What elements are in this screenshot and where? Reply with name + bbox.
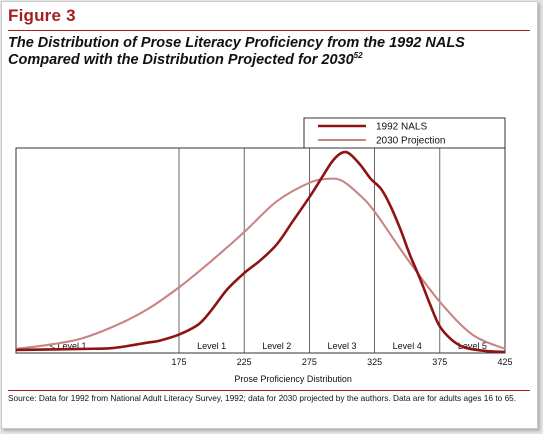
level-label-layer: < Level 1 Level 1 Level 2 Level 3 Level 4 Lev… [50, 341, 487, 351]
figure-label-rule [8, 30, 530, 31]
title-footnote-ref: 52 [353, 51, 363, 61]
x-tick-label: 225 [237, 357, 252, 367]
x-axis-label: Prose Proficiency Distribution [234, 374, 352, 384]
chart-title-text: The Distribution of Prose Literacy Profi… [8, 35, 465, 68]
legend-label: 1992 NALS [376, 122, 427, 133]
level-label: Level 5 [458, 341, 487, 351]
figure-frame: Figure 3 The Distribution of Prose Liter… [1, 1, 538, 429]
plot-frame [15, 147, 506, 354]
level-label: < Level 1 [50, 341, 87, 351]
x-tick-label: 325 [367, 357, 382, 367]
level-label: Level 3 [327, 341, 356, 351]
axis-layer: 175 225 275 325 375 425 Prose Proficiency Dist… [171, 357, 512, 384]
series-line-2030 [15, 177, 506, 350]
level-label: Level 1 [197, 341, 226, 351]
figure-label: Figure 3 [8, 6, 76, 25]
series-line-1992 [15, 150, 506, 354]
chart-title: The Distribution of Prose Literacy Profi… [8, 35, 528, 69]
grid-layer [15, 147, 506, 354]
x-tick-label: 275 [302, 357, 317, 367]
source-rule [8, 390, 530, 391]
level-label: Level 2 [262, 341, 291, 351]
source-note: Source: Data for 1992 from National Adul… [8, 393, 517, 403]
legend-label: 2030 Projection [376, 136, 446, 147]
x-tick-label: 425 [497, 357, 512, 367]
chart-canvas: < Level 1 Level 1 Level 2 Level 3 Level 4 Lev… [15, 117, 513, 384]
series-layer [15, 150, 506, 354]
legend: 1992 NALS 2030 Projection [303, 117, 506, 149]
level-label: Level 4 [393, 341, 422, 351]
x-tick-label: 375 [432, 357, 447, 367]
x-tick-label: 175 [171, 357, 186, 367]
legend-box [303, 117, 506, 149]
